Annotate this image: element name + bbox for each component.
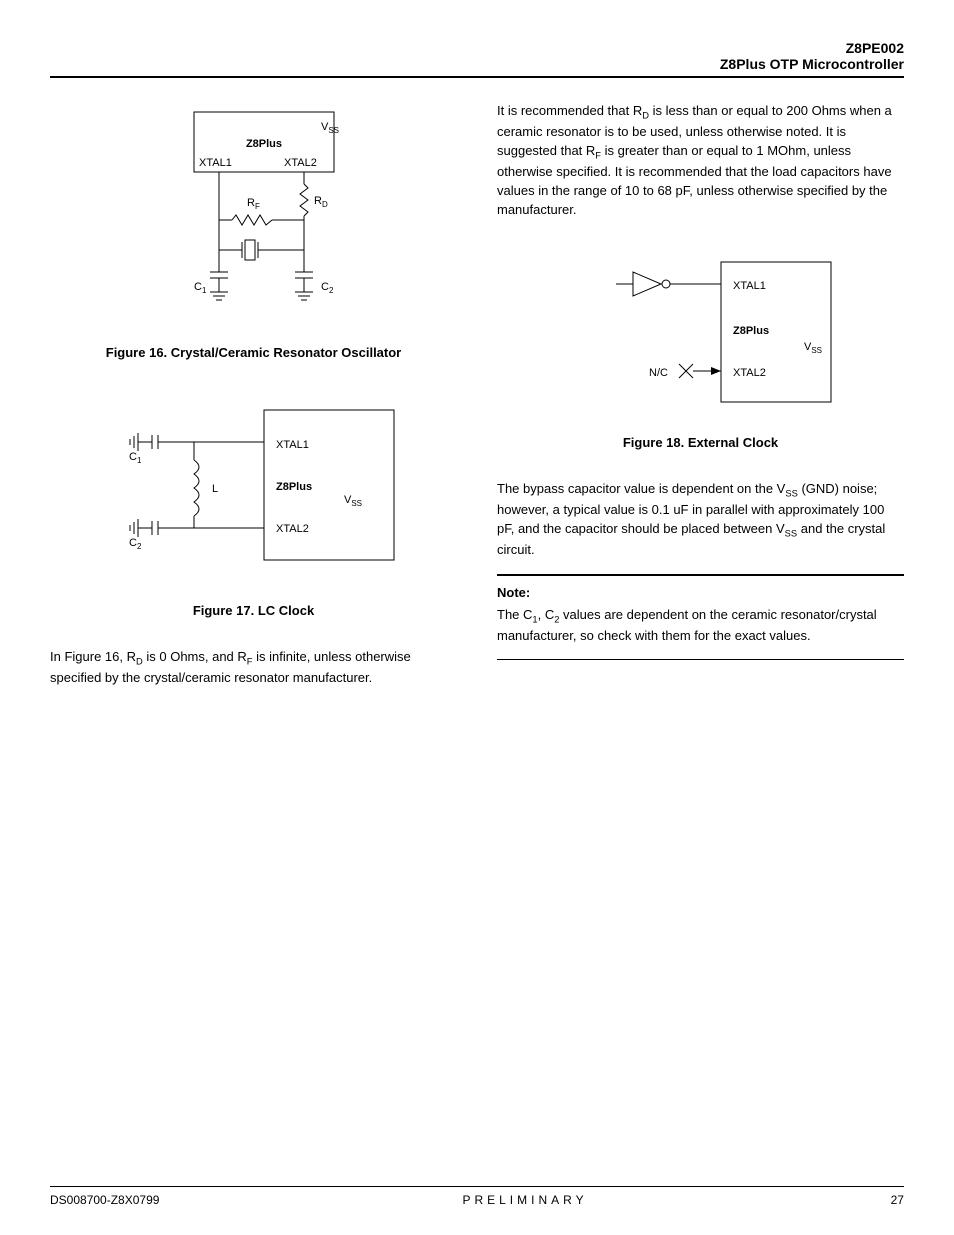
header-line2: Z8Plus OTP Microcontroller [50, 56, 904, 72]
figure-18: XTAL1 Z8Plus VSS XTAL2 N/C Figure 18. Ex… [497, 242, 904, 450]
page-footer: DS008700-Z8X0799 PRELIMINARY 27 [50, 1186, 904, 1207]
svg-text:RD: RD [314, 195, 328, 209]
page-header: Z8PE002 Z8Plus OTP Microcontroller [50, 40, 904, 78]
fig16-svg: Z8Plus VSS XTAL1 XTAL2 RD RF [124, 102, 384, 332]
note-box: Note: The C1, C2 values are dependent on… [497, 574, 904, 660]
svg-text:RF: RF [247, 197, 260, 211]
svg-text:C1: C1 [194, 281, 207, 295]
svg-text:XTAL1: XTAL1 [276, 439, 309, 451]
note-body: The C1, C2 values are dependent on the c… [497, 606, 904, 645]
svg-text:Z8Plus: Z8Plus [245, 138, 281, 150]
right-p2: The bypass capacitor value is dependent … [497, 480, 904, 560]
footer-left: DS008700-Z8X0799 [50, 1193, 159, 1207]
fig18-caption: Figure 18. External Clock [497, 435, 904, 450]
figure-16: Z8Plus VSS XTAL1 XTAL2 RD RF [50, 102, 457, 360]
svg-text:N/C: N/C [649, 367, 668, 379]
left-column: Z8Plus VSS XTAL1 XTAL2 RD RF [50, 102, 457, 688]
svg-text:XTAL1: XTAL1 [199, 157, 232, 169]
note-label: Note: [497, 584, 904, 602]
svg-text:L: L [212, 483, 218, 495]
fig16-caption: Figure 16. Crystal/Ceramic Resonator Osc… [50, 345, 457, 360]
left-p1: In Figure 16, RD is 0 Ohms, and RF is in… [50, 648, 457, 688]
footer-mid: PRELIMINARY [462, 1193, 587, 1207]
content-columns: Z8Plus VSS XTAL1 XTAL2 RD RF [50, 102, 904, 688]
svg-text:C1: C1 [129, 451, 142, 465]
svg-text:XTAL2: XTAL2 [733, 367, 766, 379]
svg-text:VSS: VSS [344, 494, 362, 508]
svg-text:VSS: VSS [321, 121, 339, 135]
figure-17: XTAL1 Z8Plus VSS XTAL2 C1 L [50, 390, 457, 618]
svg-text:Z8Plus: Z8Plus [733, 325, 769, 337]
right-column: It is recommended that RD is less than o… [497, 102, 904, 688]
svg-text:VSS: VSS [804, 341, 822, 355]
svg-text:C2: C2 [321, 281, 334, 295]
svg-text:XTAL2: XTAL2 [284, 157, 317, 169]
svg-text:Z8Plus: Z8Plus [276, 481, 312, 493]
header-line1: Z8PE002 [50, 40, 904, 56]
fig18-svg: XTAL1 Z8Plus VSS XTAL2 N/C [561, 242, 841, 422]
footer-right: 27 [891, 1193, 904, 1207]
fig17-svg: XTAL1 Z8Plus VSS XTAL2 C1 L [94, 390, 414, 590]
svg-text:XTAL2: XTAL2 [276, 523, 309, 535]
fig17-caption: Figure 17. LC Clock [50, 603, 457, 618]
svg-text:C2: C2 [129, 537, 142, 551]
svg-text:XTAL1: XTAL1 [733, 280, 766, 292]
right-p1: It is recommended that RD is less than o… [497, 102, 904, 220]
